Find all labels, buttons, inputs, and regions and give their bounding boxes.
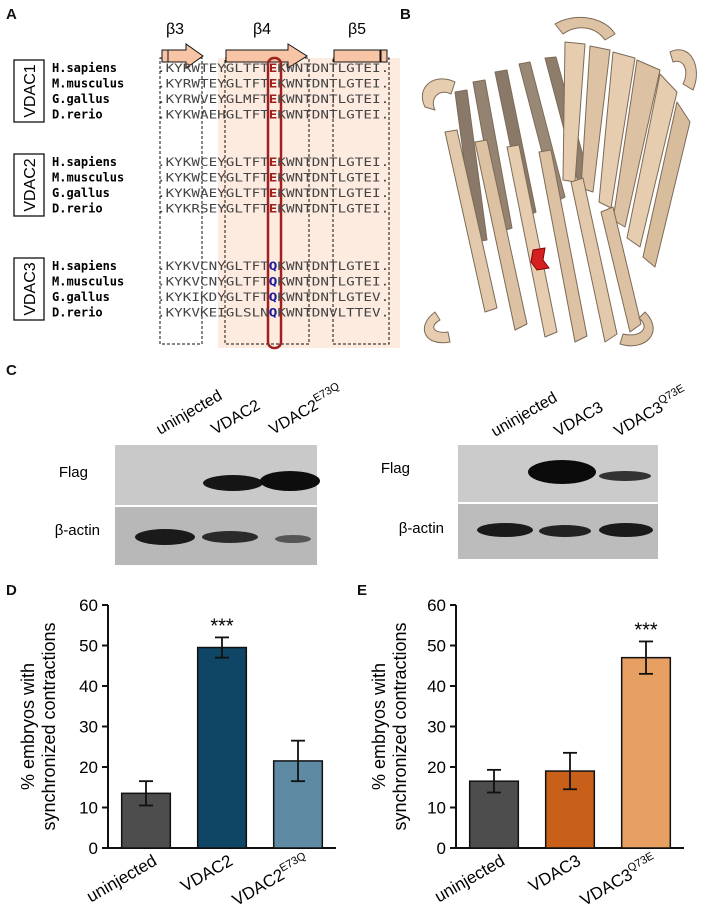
y-axis-label: % embryos with [369, 663, 389, 790]
panel-letter-e: E [357, 582, 368, 599]
right-actin-band-3 [599, 523, 653, 537]
left-flag-band-2 [203, 475, 263, 491]
y-axis-label: synchronized contractions [39, 622, 59, 830]
right-actin-band-2 [539, 525, 591, 537]
bar [620, 656, 672, 849]
vdac-barrel-structure-image [421, 16, 697, 347]
y-tick-label: 10 [79, 799, 98, 818]
group-label: VDAC1 [22, 64, 39, 117]
y-tick-label: 20 [79, 758, 98, 777]
x-tick-label: VDAC2E73Q [229, 850, 313, 910]
y-tick-label: 50 [79, 637, 98, 656]
left-actin-band-1 [135, 529, 195, 545]
species-label: H.sapiens [52, 259, 117, 273]
panel-letter-b: B [400, 6, 411, 23]
bar-chart-e: % embryos with synchronized contractions 0… [369, 596, 684, 910]
y-tick-label: 50 [427, 637, 446, 656]
y-axis-label: synchronized contractions [390, 622, 410, 830]
species-label: D.rerio [52, 202, 103, 216]
left-blot-row-actin: β-actin [55, 522, 100, 539]
panel-letter-d: D [6, 582, 17, 599]
group-box-2 [13, 257, 45, 321]
highlighted-residue [530, 247, 550, 271]
panel-letter-c: C [6, 362, 17, 379]
conserved-residue-highlight [266, 56, 283, 350]
y-tick-label: 0 [89, 839, 98, 858]
right-actin-band-1 [477, 523, 533, 537]
species-label: G.gallus [52, 290, 110, 304]
y-tick-label: 20 [427, 758, 446, 777]
strand-label-beta3: β3 [166, 21, 184, 38]
species-label: G.gallus [52, 186, 110, 200]
lane-label: VDAC3 [552, 399, 607, 440]
beta3-arrow [167, 43, 204, 69]
beta5-bar-tick [380, 49, 388, 63]
lane-label: uninjected [489, 389, 561, 440]
lane-label: VDAC3Q73E [610, 382, 691, 440]
panel-letter-a: A [6, 6, 17, 23]
left-actin-band-2 [202, 531, 258, 543]
y-tick-label: 0 [437, 839, 446, 858]
right-blot-row-actin: β-actin [399, 520, 444, 537]
y-tick-label: 40 [427, 677, 446, 696]
left-actin-band-3 [275, 535, 311, 543]
lane-label: VDAC2E73Q [265, 380, 346, 438]
species-label: H.sapiens [52, 61, 117, 75]
right-flag-band-3 [599, 471, 651, 481]
strand-label-beta5: β5 [348, 21, 366, 38]
significance-annotation: *** [210, 615, 234, 637]
beta5-bar [333, 49, 381, 63]
y-tick-label: 60 [427, 596, 446, 615]
y-tick-label: 60 [79, 596, 98, 615]
strand-label-beta4: β4 [253, 21, 271, 38]
bar-chart-d: % embryos with synchronized contractions 0… [18, 596, 336, 910]
species-label: M.musculus [52, 275, 124, 289]
y-tick-label: 30 [79, 718, 98, 737]
bar [196, 646, 248, 849]
left-flag-band-3 [260, 471, 320, 491]
right-flag-band-2 [528, 460, 596, 484]
x-tick-label: VDAC3Q73E [577, 850, 660, 910]
species-label: D.rerio [52, 306, 103, 320]
y-tick-label: 10 [427, 799, 446, 818]
beta4-arrow [225, 43, 308, 69]
species-label: G.gallus [52, 92, 110, 106]
species-label: M.musculus [52, 77, 124, 91]
species-label: H.sapiens [52, 155, 117, 169]
x-tick-label: VDAC2 [177, 851, 236, 896]
sequence-alignment: β3 β4 β5 VDAC1 H.sapiens . K Y R W T E Y G L T F T E K W N… [13, 21, 400, 350]
y-tick-label: 40 [79, 677, 98, 696]
significance-annotation: *** [634, 619, 658, 641]
x-tick-label: VDAC3 [525, 851, 584, 896]
group-label: VDAC2 [22, 158, 39, 211]
x-tick-label: uninjected [83, 851, 160, 906]
group-label: VDAC3 [22, 262, 39, 315]
x-tick-label: uninjected [431, 851, 508, 906]
species-label: M.musculus [52, 171, 124, 185]
species-label: D.rerio [52, 108, 103, 122]
y-tick-label: 30 [427, 718, 446, 737]
group-box-0 [13, 59, 45, 123]
left-blot-row-flag: Flag [59, 464, 88, 481]
y-axis-label: % embryos with [18, 663, 38, 790]
right-blot-row-flag: Flag [381, 460, 410, 477]
group-box-1 [13, 153, 45, 217]
